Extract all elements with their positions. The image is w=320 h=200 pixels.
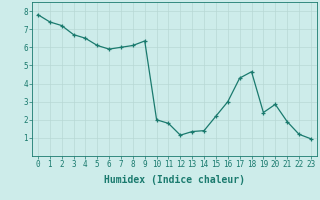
X-axis label: Humidex (Indice chaleur): Humidex (Indice chaleur) [104, 175, 245, 185]
